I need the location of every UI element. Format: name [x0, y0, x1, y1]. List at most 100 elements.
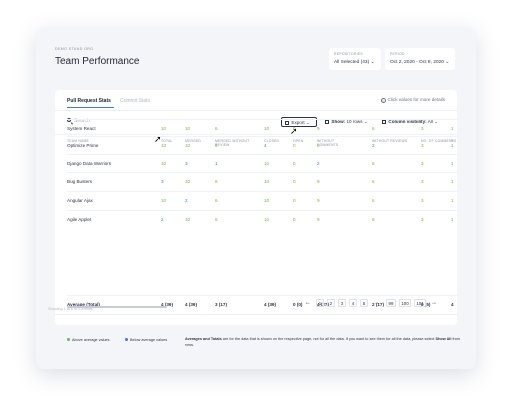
value-cell[interactable]: 3 [421, 126, 424, 131]
column-header[interactable]: TEAM NAME [67, 139, 89, 143]
value-cell[interactable]: 6 [215, 179, 218, 184]
tab-pull-request-stats[interactable]: Pull Request Stats [67, 98, 111, 104]
value-cell[interactable]: 3 [185, 161, 188, 166]
value-cell[interactable]: 6 [372, 179, 375, 184]
value-cell[interactable]: 10 [161, 126, 167, 131]
value-cell[interactable]: 10 [185, 143, 191, 148]
value-cell[interactable]: 2 [317, 161, 320, 166]
column-header[interactable]: OPEN [293, 139, 304, 143]
average-row-label: Average (Total) [67, 302, 100, 307]
value-cell[interactable]: 10 [185, 217, 191, 222]
value-cell[interactable]: 10 [161, 143, 167, 148]
value-cell[interactable]: 6 [215, 143, 218, 148]
value-cell[interactable]: 2 [185, 198, 188, 203]
next-page-icon[interactable]: → [431, 300, 437, 306]
rows-select[interactable]: Show: 10 rows ⌄ [322, 117, 371, 127]
page-ellipsis: ... [375, 300, 379, 305]
row-divider [67, 136, 457, 137]
page-button[interactable]: 2 [327, 299, 335, 307]
value-cell[interactable]: 3 [421, 143, 424, 148]
column-header[interactable]: N [451, 139, 454, 143]
average-cell: 4 (39) [161, 302, 174, 307]
value-cell[interactable]: 1 [451, 126, 454, 131]
search-input[interactable]: Search [67, 118, 90, 127]
value-cell[interactable]: 10 [264, 161, 270, 166]
value-cell[interactable]: 1 [451, 217, 454, 222]
row-divider [67, 210, 457, 211]
value-cell[interactable]: 10 [264, 179, 270, 184]
value-cell[interactable]: 9 [317, 126, 320, 131]
value-cell[interactable]: 0 [293, 126, 296, 131]
value-cell[interactable]: 9 [317, 217, 320, 222]
value-cell[interactable]: 1 [451, 179, 454, 184]
page-button[interactable]: 5 [360, 299, 368, 307]
value-cell[interactable]: 3 [421, 217, 424, 222]
value-cell[interactable]: 10 [264, 217, 270, 222]
page-button[interactable]: 99 [386, 299, 396, 307]
value-cell[interactable]: 6 [372, 126, 375, 131]
value-cell[interactable]: 4 [264, 143, 267, 148]
export-button[interactable]: Export ⌄ [281, 117, 317, 127]
value-cell[interactable]: 1 [451, 143, 454, 148]
period-filter-label: PERIOD [390, 52, 405, 56]
value-cell[interactable]: 10 [264, 126, 270, 131]
value-cell[interactable]: 10 [264, 198, 270, 203]
value-cell[interactable]: 9 [317, 143, 320, 148]
value-cell[interactable]: 0 [293, 179, 296, 184]
value-cell[interactable]: 9 [317, 179, 320, 184]
above-dot-icon [67, 338, 70, 341]
value-cell[interactable]: 10 [185, 126, 191, 131]
column-header[interactable]: WITHOUT REVIEWS [372, 139, 408, 143]
team-name-cell: Bug Busters [67, 179, 93, 184]
value-cell[interactable]: 6 [372, 217, 375, 222]
value-cell[interactable]: 1 [451, 161, 454, 166]
column-header[interactable]: CLOSED [264, 139, 280, 143]
value-cell[interactable]: 0 [293, 217, 296, 222]
column-header[interactable]: TOTAL [161, 139, 173, 143]
tab-commit-stats[interactable]: Commit Stats [120, 98, 151, 104]
value-cell[interactable]: 3 [421, 198, 424, 203]
value-cell[interactable]: 3 [161, 179, 164, 184]
average-cell: 4 [451, 302, 454, 307]
horizontal-scrollbar[interactable] [67, 306, 167, 308]
value-cell[interactable]: 6 [372, 198, 375, 203]
column-header[interactable]: WITHOUT COMMENTS [317, 139, 339, 147]
repositories-filter[interactable]: REPOSITORIES All Selected (43) ⌄ [329, 48, 381, 70]
period-filter[interactable]: PERIOD Oct 2, 2020 - Oct 8, 2020 ⌄ [385, 48, 455, 70]
page-button[interactable]: 101 [414, 299, 426, 307]
value-cell[interactable]: 9 [317, 198, 320, 203]
info-icon: i [380, 98, 386, 103]
legend-below: Below average values [125, 338, 167, 342]
value-cell[interactable]: 6 [215, 217, 218, 222]
page-button[interactable]: 1 [316, 299, 324, 307]
value-cell[interactable]: 6 [215, 198, 218, 203]
value-cell[interactable]: 0 [293, 143, 296, 148]
value-cell[interactable]: 0 [293, 198, 296, 203]
value-cell[interactable]: 10 [161, 161, 167, 166]
value-cell[interactable]: 3 [421, 161, 424, 166]
value-cell[interactable]: 10 [161, 198, 167, 203]
column-header[interactable]: MERGED [185, 139, 202, 143]
value-cell[interactable]: 6 [215, 126, 218, 131]
search-placeholder: Search [74, 118, 90, 124]
value-cell[interactable]: 6 [372, 161, 375, 166]
prev-page-icon[interactable]: ← [305, 300, 311, 306]
page-button[interactable]: 3 [338, 299, 346, 307]
value-cell[interactable]: 2 [161, 217, 164, 222]
legend-above: Above average values [67, 338, 110, 342]
column-header[interactable]: NO. OF COMMENTS [421, 139, 457, 143]
value-cell[interactable]: 1 [451, 198, 454, 203]
value-cell[interactable]: 3 [421, 179, 424, 184]
page-button[interactable]: 100 [399, 299, 411, 307]
below-dot-icon [125, 338, 128, 341]
value-cell[interactable]: 1 [215, 161, 218, 166]
value-cell[interactable]: 0 [293, 161, 296, 166]
value-cell[interactable]: 10 [185, 179, 191, 184]
value-cell[interactable]: 2 [372, 143, 375, 148]
app-window: DEMO STAND ORG Team Performance REPOSITO… [36, 27, 476, 369]
chevron-down-icon: ⌄ [305, 120, 310, 125]
column-header[interactable]: MERGED WITHOUT REVIEW [215, 139, 250, 147]
rows-icon [325, 119, 330, 124]
column-visibility-select[interactable]: Column visibility: All ⌄ [379, 117, 441, 127]
page-button[interactable]: 4 [349, 299, 357, 307]
